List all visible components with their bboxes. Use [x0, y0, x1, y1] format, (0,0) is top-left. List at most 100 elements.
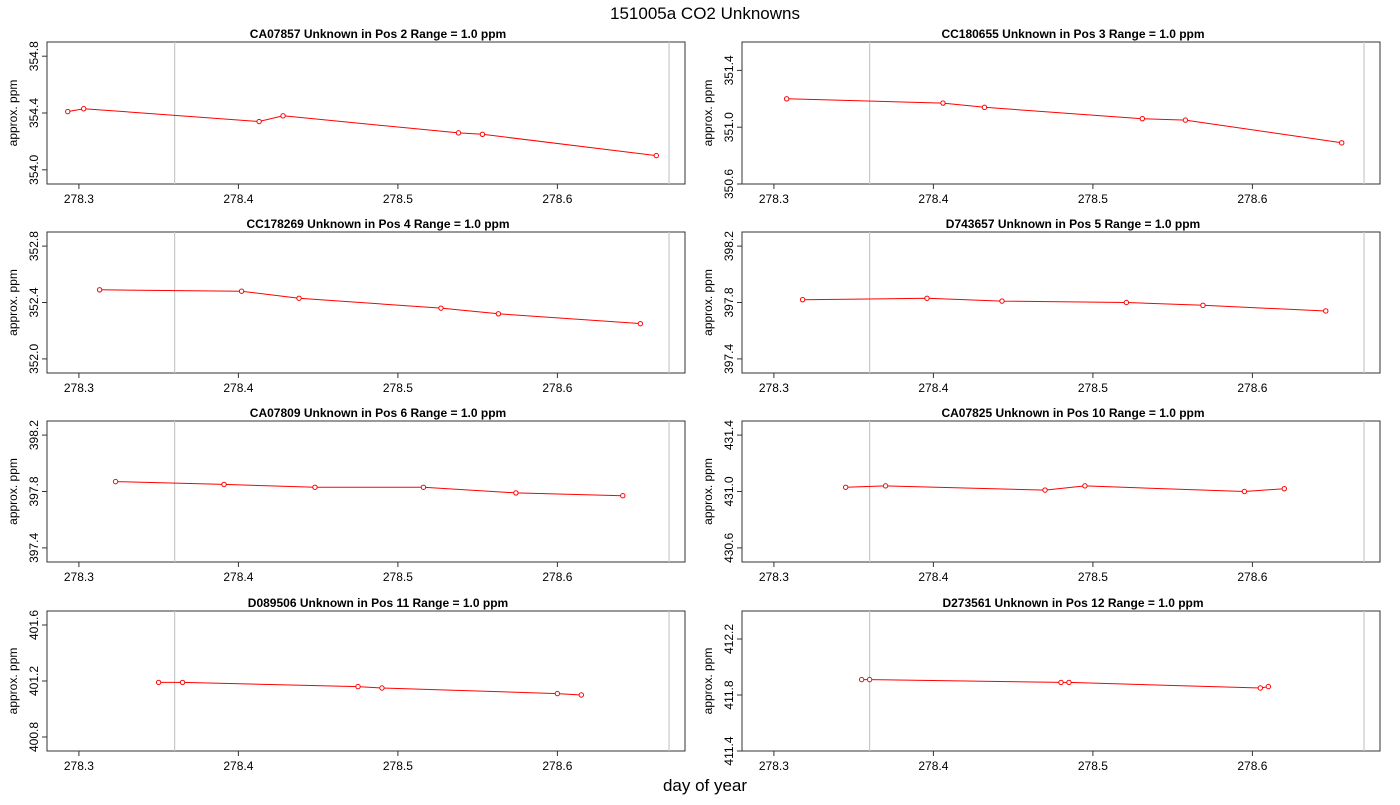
panel-title: CA07825 Unknown in Pos 10 Range = 1.0 pp…: [941, 406, 1204, 420]
data-point: [438, 305, 444, 311]
panel-frame: [741, 610, 1381, 752]
panel-frame: [741, 231, 1381, 374]
x-tick-label: 278.3: [759, 570, 789, 584]
x-tick-label: 278.4: [223, 570, 253, 584]
panel-3: CC178269 Unknown in Pos 4 Range = 1.0 pp…: [6, 217, 686, 395]
data-point: [1082, 483, 1088, 489]
panel-frame: [46, 420, 686, 563]
x-tick-label: 278.5: [1078, 570, 1108, 584]
data-point: [80, 106, 87, 112]
x-tick-label: 278.4: [918, 381, 948, 395]
panel-title: D089506 Unknown in Pos 11 Range = 1.0 pp…: [248, 596, 508, 610]
x-tick-label: 278.5: [1078, 381, 1108, 395]
y-tick-label: 352.4: [27, 287, 41, 317]
y-axis-label: approx. ppm: [701, 80, 715, 147]
y-axis-label: approx. ppm: [701, 458, 715, 525]
data-point: [620, 493, 626, 499]
series-line: [115, 481, 623, 497]
x-tick-label: 278.4: [918, 570, 948, 584]
data-point: [940, 100, 946, 106]
y-tick-label: 401.6: [27, 610, 41, 640]
x-tick-label: 278.5: [383, 381, 413, 395]
panel-title: CC178269 Unknown in Pos 4 Range = 1.0 pp…: [246, 217, 509, 231]
y-tick-label: 401.2: [27, 666, 41, 696]
y-tick-label: 354.4: [27, 98, 41, 128]
x-tick-label: 278.5: [383, 759, 413, 773]
data-point: [1241, 488, 1248, 495]
y-tick-label: 431.4: [722, 420, 736, 450]
data-point: [1257, 685, 1264, 691]
data-point: [1123, 299, 1130, 306]
x-tick-label: 278.3: [64, 381, 94, 395]
x-tick-label: 278.6: [542, 759, 572, 773]
y-axis-label: approx. ppm: [6, 458, 20, 525]
figure-xlabel: day of year: [663, 776, 747, 795]
data-point: [179, 679, 186, 686]
x-tick-label: 278.4: [918, 192, 948, 206]
data-point: [1182, 117, 1189, 123]
series-line: [802, 297, 1326, 312]
panel-title: CC180655 Unknown in Pos 3 Range = 1.0 pp…: [941, 27, 1204, 41]
panel-2: CC180655 Unknown in Pos 3 Range = 1.0 pp…: [701, 27, 1381, 206]
data-point: [112, 478, 119, 485]
data-point: [238, 288, 245, 294]
y-tick-label: 397.4: [27, 533, 41, 563]
data-point: [420, 484, 427, 490]
panel-frame: [741, 420, 1381, 563]
y-tick-label: 351.0: [722, 112, 736, 142]
data-point: [155, 679, 162, 686]
data-point: [866, 676, 873, 683]
data-point: [999, 298, 1005, 304]
data-point: [1323, 308, 1329, 314]
y-tick-label: 400.8: [27, 722, 41, 752]
panel-5: CA07809 Unknown in Pos 6 Range = 1.0 ppm…: [6, 406, 686, 584]
y-tick-label: 398.2: [722, 231, 736, 261]
x-tick-label: 278.3: [759, 381, 789, 395]
data-point: [578, 692, 585, 698]
figure-title: 151005a CO2 Unknowns: [610, 4, 800, 23]
data-point: [65, 108, 71, 115]
data-point: [924, 295, 930, 301]
series-line: [67, 108, 657, 157]
data-point: [783, 96, 790, 102]
y-tick-label: 352.0: [27, 344, 41, 374]
data-point: [455, 130, 462, 136]
data-point: [513, 490, 519, 496]
panel-4: D743657 Unknown in Pos 5 Range = 1.0 ppm…: [701, 217, 1381, 395]
series-line: [786, 98, 1342, 144]
panel-7: D089506 Unknown in Pos 11 Range = 1.0 pp…: [6, 596, 686, 773]
data-point: [96, 287, 103, 293]
y-axis-label: approx. ppm: [701, 269, 715, 336]
data-point: [1139, 115, 1146, 122]
panel-8: D273561 Unknown in Pos 12 Range = 1.0 pp…: [701, 596, 1381, 773]
x-tick-label: 278.6: [542, 192, 572, 206]
y-axis-label: approx. ppm: [6, 269, 20, 336]
data-point: [1066, 679, 1072, 686]
data-point: [495, 311, 502, 317]
x-tick-label: 278.3: [759, 192, 789, 206]
data-point: [312, 484, 318, 490]
x-tick-label: 278.5: [1078, 759, 1108, 773]
x-tick-label: 278.4: [223, 759, 253, 773]
y-tick-label: 351.4: [722, 55, 736, 85]
data-point: [653, 152, 659, 159]
series-line: [861, 679, 1269, 689]
y-tick-label: 352.8: [27, 231, 41, 261]
x-tick-label: 278.3: [64, 192, 94, 206]
series-line: [845, 485, 1285, 493]
panel-title: CA07809 Unknown in Pos 6 Range = 1.0 ppm: [250, 406, 506, 420]
data-point: [1281, 485, 1288, 492]
x-tick-label: 278.6: [542, 570, 572, 584]
data-point: [554, 690, 561, 697]
x-tick-label: 278.4: [223, 381, 253, 395]
data-point: [280, 113, 286, 119]
panel-1: CA07857 Unknown in Pos 2 Range = 1.0 ppm…: [6, 27, 686, 206]
x-tick-label: 278.4: [918, 759, 948, 773]
y-tick-label: 350.6: [722, 169, 736, 199]
data-point: [379, 685, 385, 691]
y-tick-label: 411.8: [722, 680, 736, 709]
x-tick-label: 278.5: [1078, 192, 1108, 206]
data-point: [296, 295, 302, 301]
